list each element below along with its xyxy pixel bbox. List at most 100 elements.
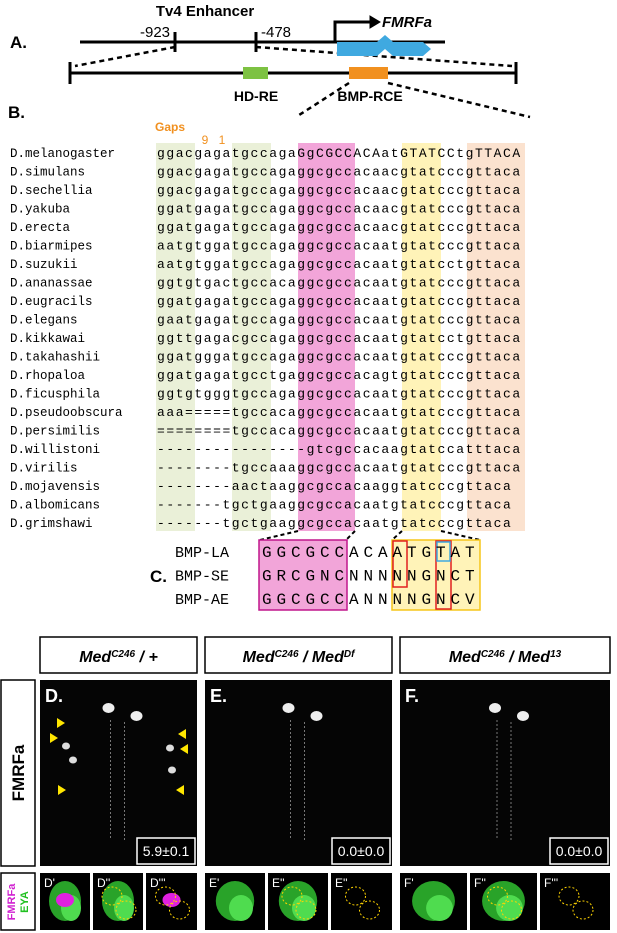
genotype-part: C246	[481, 649, 505, 660]
zoom-line	[345, 530, 356, 541]
panel-label: A.	[10, 33, 27, 52]
species-name: D.ficusphila	[10, 388, 101, 402]
sub-micrograph	[540, 873, 610, 930]
count-box	[549, 837, 609, 865]
channel-label: EYA	[19, 891, 31, 913]
cell-outline	[169, 900, 190, 920]
sub-panel-label: F'	[404, 876, 414, 890]
panel-label: E.	[210, 686, 227, 706]
count-box	[136, 837, 196, 865]
count-label: 0.0±0.0	[338, 843, 385, 859]
arrowhead	[57, 718, 65, 728]
arrowhead	[180, 744, 188, 754]
eya-signal	[114, 895, 134, 921]
count-label: 5.9±0.1	[143, 843, 190, 859]
sequence: aatgtggatgccagaggcgccacaatgtatcccgttaca	[157, 239, 522, 254]
sub-panel-label: E''	[335, 876, 348, 890]
motif-box	[436, 541, 451, 562]
neuron	[166, 744, 174, 752]
enhancer-title: Tv4 Enhancer	[156, 3, 255, 20]
neuron	[168, 766, 176, 774]
gap-number: 1	[219, 133, 226, 147]
species-name: D.willistoni	[10, 443, 100, 457]
axon	[290, 720, 305, 840]
sequence: -------tgctgaaggcgccacaatgtatcccgttaca	[157, 498, 512, 513]
sub-panel-label: D'	[44, 876, 55, 890]
bmp-rce-box	[349, 67, 388, 79]
arrowhead	[50, 733, 58, 743]
neuron	[62, 742, 70, 750]
species-name: D.albomicans	[10, 499, 100, 513]
sequence: --------aactaaggcgccacaaggtatcccgttaca	[157, 479, 512, 494]
cell-outline	[487, 886, 508, 906]
element-label: BMP-RCE	[337, 88, 402, 104]
motif-sequence: GGCGCCACAATGTAT	[262, 544, 480, 562]
cell-outline	[295, 900, 317, 920]
neuron	[69, 756, 77, 764]
micrograph	[400, 680, 610, 866]
motifs: BMP-LA GGCGCCACAATGTAT BMP-SE GRCGNCNNNNNGN…	[175, 544, 480, 609]
panel-label: C.	[150, 567, 167, 586]
element-label: HD-RE	[234, 88, 278, 104]
sequence: ggatgagatgccagaggcgccacaatgtatcccgttaca	[157, 294, 522, 309]
species-name: D.rhopaloa	[10, 369, 86, 383]
arrowhead	[178, 729, 186, 739]
count-box	[331, 837, 391, 865]
conserved-block	[402, 143, 441, 531]
genotype-part: / +	[135, 649, 158, 666]
axon	[110, 720, 125, 840]
species-name: D.melanogaster	[10, 147, 115, 161]
neuron	[130, 711, 143, 721]
cell-outline	[345, 886, 366, 906]
genotype-part: / Med	[299, 649, 346, 666]
cell-outline	[155, 886, 176, 906]
sequence: ========tgccacaggcgccacaatgtatcccgttaca	[157, 424, 522, 439]
species-name: D.yakuba	[10, 203, 71, 217]
cell-outline	[281, 886, 303, 906]
motif-box	[435, 540, 452, 610]
genotype-part: Med	[449, 649, 482, 666]
zoom-line	[391, 530, 403, 541]
species-name: D.sechellia	[10, 184, 93, 198]
sub-panel-label: F'''	[544, 876, 558, 890]
conserved-block	[156, 143, 195, 531]
sub-micrograph	[331, 873, 392, 930]
sequence: ggttgagacgccagaggcgccacaatgtatcctgttaca	[157, 331, 522, 346]
sequence: aaa=====tgccacaggcgccacaatgtatcccgttaca	[157, 405, 522, 420]
cell-outline	[115, 900, 137, 920]
genotype-part: C246	[111, 649, 135, 660]
motif-sequence: GRCGNCNNNNNGNCT	[262, 568, 480, 586]
genotype-part: Df	[344, 649, 356, 660]
neuron	[282, 703, 295, 713]
sequence: gaatgagatgccagaggcgccacaatgtatcccgttaca	[157, 313, 522, 328]
panel-label: D.	[45, 686, 63, 706]
position-label: -478	[261, 24, 291, 41]
eya-signal	[496, 895, 523, 921]
conserved-block	[467, 143, 525, 531]
species-name: D.biarmipes	[10, 240, 93, 254]
arrowhead	[176, 785, 184, 795]
sequence: ----------------gtcgccacaagtatccatttaca	[157, 442, 522, 457]
sub-panel-label: F''	[474, 876, 486, 890]
genotype-part: / Med	[505, 649, 552, 666]
species-name: D.erecta	[10, 221, 71, 235]
species-name: D.mojavensis	[10, 480, 100, 494]
channel-label: FMRFa	[6, 883, 18, 921]
sequence: ggatgggatgccagaggcgccacaatgtatcccgttaca	[157, 350, 522, 365]
sequence: ggtgtgggtgccagaggcgccacaatgtatcccgttaca	[157, 387, 522, 402]
neuron	[102, 703, 115, 713]
sequence: aatgtggatgccagaggcgccacaatgtatcctgttaca	[157, 257, 522, 272]
gene-label: FMRFa	[382, 14, 432, 31]
eya-signal	[426, 895, 453, 921]
genotype-label: MedC246 / Med13	[449, 649, 562, 667]
count-label: 0.0±0.0	[556, 843, 603, 859]
neuron	[517, 711, 529, 721]
motif-name: BMP-LA	[175, 545, 229, 562]
motif-name: BMP-AE	[175, 592, 229, 609]
motif-box	[258, 539, 348, 611]
species-name: D.elegans	[10, 314, 78, 328]
sub-panel-label: E'	[209, 876, 219, 890]
sequence: -------tgctgaaggcgccacaatgtatcccgttaca	[157, 516, 512, 531]
species-name: D.eugracils	[10, 295, 93, 309]
motif-box	[392, 540, 408, 588]
